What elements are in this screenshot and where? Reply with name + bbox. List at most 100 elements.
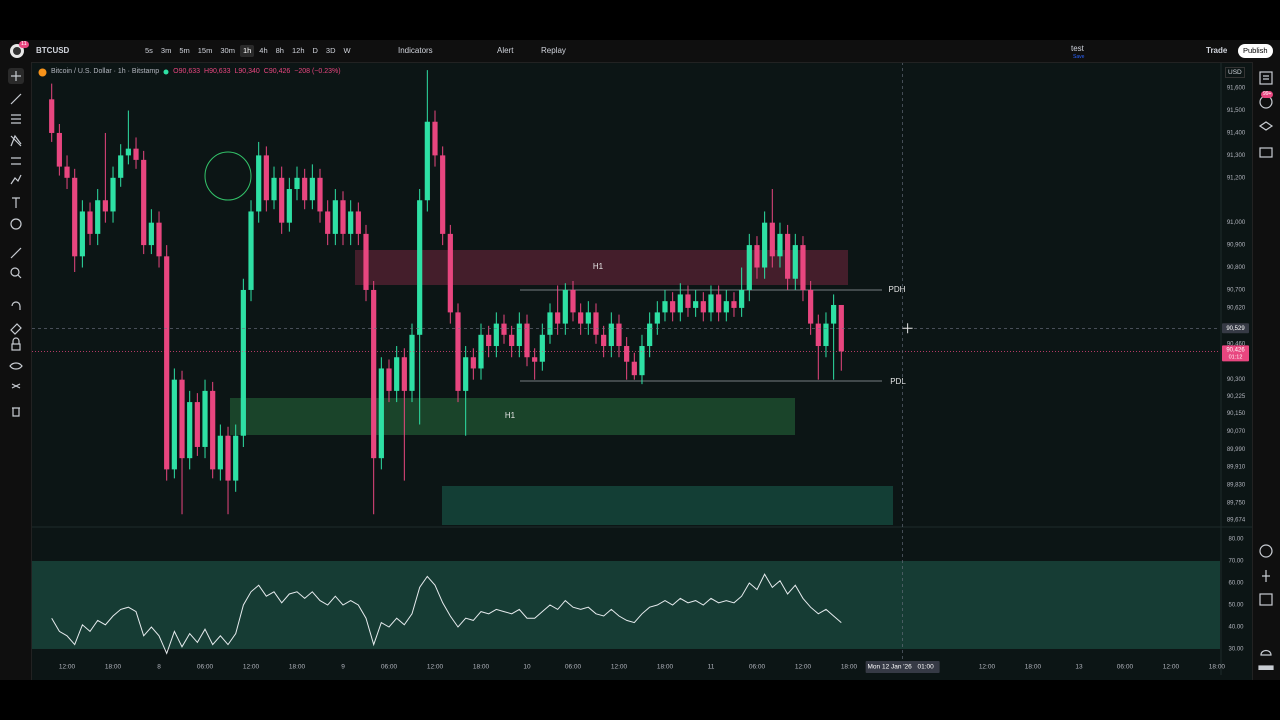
interval-button[interactable]: 15m xyxy=(197,46,213,55)
candle-body xyxy=(210,390,216,470)
symbol-search[interactable]: BTCUSD xyxy=(36,46,70,55)
candle-body xyxy=(838,304,844,352)
zone-label: H1 xyxy=(593,262,604,271)
candle-body xyxy=(731,301,737,308)
candle-body xyxy=(56,132,62,167)
candle-body xyxy=(570,289,576,313)
candle-body xyxy=(118,155,124,178)
currency-selector[interactable]: USD xyxy=(1225,67,1245,78)
trade-button[interactable]: Trade xyxy=(1206,46,1228,55)
price-tick-label: 91,000 xyxy=(1227,220,1246,226)
ohlc-open: O90,633 xyxy=(173,68,201,75)
crosshair-cursor xyxy=(902,323,913,334)
candle-body xyxy=(509,334,515,347)
candle-body xyxy=(616,323,622,347)
candle-body xyxy=(700,301,706,313)
demand-zone-lower[interactable] xyxy=(442,486,893,525)
candle-body xyxy=(639,346,645,376)
sidebar-icons[interactable] xyxy=(1258,70,1274,670)
price-tick-label: 91,500 xyxy=(1227,108,1246,114)
time-tick-label: 12:00 xyxy=(611,664,628,671)
time-tick-label: 8 xyxy=(157,664,161,671)
candle-body xyxy=(708,294,714,313)
time-tick-label: 12:00 xyxy=(243,664,260,671)
candle-body xyxy=(608,323,614,347)
candle-body xyxy=(593,312,599,335)
candle-body xyxy=(309,177,315,201)
ohlc-low: L90,340 xyxy=(234,68,260,75)
interval-button[interactable]: 4h xyxy=(259,46,268,55)
pdh-label: PDH xyxy=(889,285,906,294)
price-tick-label: 90,700 xyxy=(1227,288,1246,294)
time-tick-label: 18:00 xyxy=(1025,664,1042,671)
candle-body xyxy=(754,245,760,268)
candle-body xyxy=(716,294,722,313)
crosshair-time-tag xyxy=(865,661,940,673)
interval-button[interactable]: 12h xyxy=(291,46,305,55)
candle-body xyxy=(785,233,791,279)
candle-body xyxy=(125,148,131,156)
ohlc-change: −208 (−0.23%) xyxy=(294,68,341,75)
drawing-tools[interactable] xyxy=(8,68,24,418)
candle-body xyxy=(808,289,814,324)
candle-body xyxy=(263,155,269,201)
demand-zone[interactable] xyxy=(230,398,795,435)
ellipse-drawing[interactable] xyxy=(204,151,252,201)
time-tick-label: 12:00 xyxy=(59,664,76,671)
price-tick-label: 90,900 xyxy=(1227,243,1246,249)
interval-button[interactable]: 8h xyxy=(275,46,284,55)
series-layer xyxy=(49,70,844,655)
candle-body xyxy=(87,211,93,234)
interval-button[interactable]: 30m xyxy=(220,46,235,55)
rsi-tick-label: 60.00 xyxy=(1228,581,1244,587)
time-tick-label: 12:00 xyxy=(795,664,812,671)
interval-button[interactable]: 1h xyxy=(239,45,255,57)
candle-body xyxy=(202,390,208,447)
rsi-band xyxy=(32,561,1220,649)
interval-button[interactable]: W xyxy=(343,46,351,55)
layout-name[interactable]: test xyxy=(1071,44,1084,53)
rsi-tick-label: 80.00 xyxy=(1228,537,1244,543)
price-tick-label: 90,300 xyxy=(1227,377,1246,383)
alert-button[interactable]: Alert xyxy=(497,46,514,55)
replay-button[interactable]: Replay xyxy=(541,46,566,55)
candle-body xyxy=(378,368,384,459)
candle-body xyxy=(194,402,200,447)
interval-button[interactable]: 5m xyxy=(179,46,190,55)
interval-button[interactable]: 3m xyxy=(160,46,172,55)
candle-body xyxy=(102,200,108,212)
price-tick-label: 90,800 xyxy=(1227,265,1246,271)
candle-body xyxy=(164,256,170,470)
candle-body xyxy=(256,155,262,212)
time-tick-label: 12:00 xyxy=(979,664,996,671)
candle-body xyxy=(317,177,323,212)
candle-body xyxy=(110,177,116,212)
candle-body xyxy=(363,233,369,290)
publish-button[interactable]: Publish xyxy=(1238,44,1273,58)
ohlc-close: C90,426 xyxy=(263,68,291,75)
time-tick-label: 12:00 xyxy=(1163,664,1180,671)
candle-body xyxy=(233,435,239,481)
candle-body xyxy=(409,334,415,391)
price-tick-label: 89,910 xyxy=(1227,465,1246,471)
layout-status: Save xyxy=(1073,54,1085,60)
candle-body xyxy=(662,301,668,313)
candle-body xyxy=(739,289,745,308)
candle-body xyxy=(555,312,561,324)
interval-list: 5s 3m 5m 15m 30m 1h 4h 8h 12h D 3D W xyxy=(142,45,354,57)
candle-body xyxy=(325,211,331,234)
interval-button[interactable]: 5s xyxy=(145,46,153,55)
candle-body xyxy=(501,323,507,335)
status-dot xyxy=(163,69,169,75)
candle-body xyxy=(332,200,338,234)
price-tick-label: 89,990 xyxy=(1227,447,1246,453)
interval-button[interactable]: D xyxy=(312,46,318,55)
interval-button[interactable]: 3D xyxy=(325,46,336,55)
candle-body xyxy=(286,189,292,223)
indicators-button[interactable]: Indicators xyxy=(398,46,433,55)
candle-body xyxy=(670,301,676,313)
candle-body xyxy=(685,294,691,308)
